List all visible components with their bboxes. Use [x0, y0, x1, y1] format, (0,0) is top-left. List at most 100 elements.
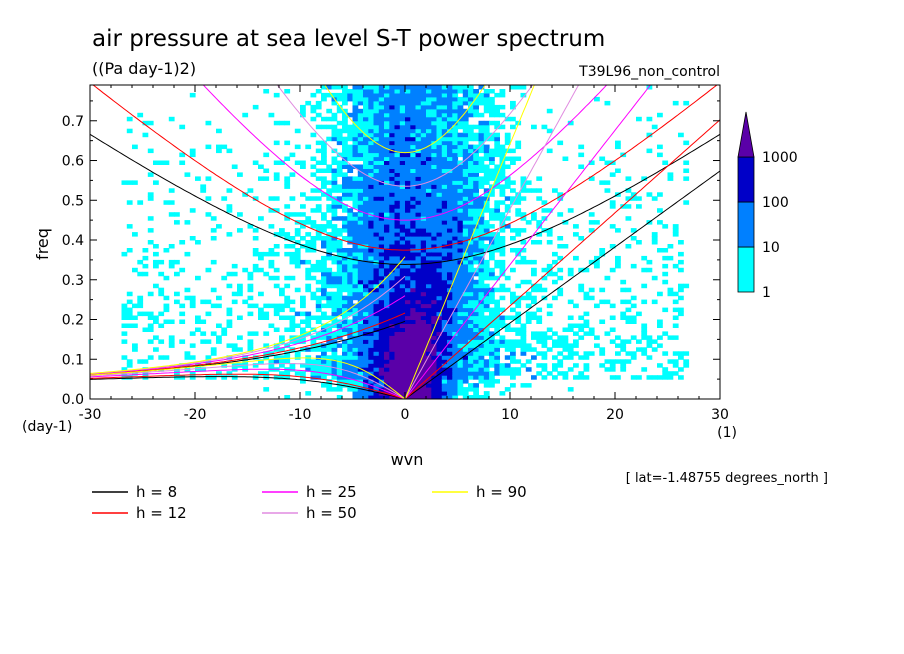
heatmap-cell [399, 172, 406, 177]
heatmap-cell [410, 132, 417, 138]
heatmap-cell [483, 89, 490, 94]
heatmap-cell [447, 148, 453, 154]
heatmap-cell [447, 96, 453, 102]
heatmap-cell [420, 224, 427, 229]
heatmap-cell [405, 128, 411, 134]
heatmap-cell [436, 220, 443, 225]
heatmap-cell [546, 240, 553, 245]
heatmap-cell [300, 192, 306, 197]
heatmap-cell [515, 299, 522, 305]
heatmap-cell [399, 375, 406, 380]
heatmap-cell [363, 216, 369, 221]
heatmap-cell [399, 104, 406, 110]
heatmap-cell [468, 85, 474, 90]
heatmap-cell [336, 371, 343, 376]
heatmap-cell [336, 367, 343, 372]
heatmap-cell [378, 208, 385, 213]
heatmap-cell [405, 347, 411, 352]
heatmap-cell [284, 275, 291, 281]
heatmap-cell [352, 232, 359, 237]
heatmap-cell [436, 283, 443, 289]
heatmap-cell [315, 319, 322, 324]
heatmap-cell [373, 232, 380, 237]
heatmap-cell [557, 359, 564, 364]
heatmap-cell [357, 200, 364, 205]
heatmap-cell [336, 279, 343, 285]
heatmap-cell [672, 335, 679, 340]
heatmap-cell [373, 96, 380, 102]
heatmap-cell [431, 303, 438, 309]
heatmap-cell [662, 263, 669, 269]
heatmap-cell [384, 255, 390, 261]
heatmap-cell [504, 367, 511, 372]
heatmap-cell [310, 172, 317, 177]
heatmap-cell [478, 343, 485, 348]
heatmap-cell [588, 295, 595, 301]
heatmap-cell [415, 176, 422, 181]
heatmap-cell [405, 291, 411, 297]
heatmap-cell [531, 295, 537, 301]
heatmap-cell [436, 188, 443, 193]
heatmap-cell [483, 347, 490, 352]
heatmap-cell [132, 323, 138, 328]
heatmap-cell [378, 363, 385, 368]
heatmap-cell [352, 104, 359, 110]
heatmap-cell [515, 228, 522, 233]
heatmap-cell [237, 172, 243, 177]
heatmap-cell [494, 331, 500, 336]
heatmap-cell [405, 323, 411, 328]
heatmap-cell [368, 367, 375, 372]
heatmap-cell [263, 371, 270, 376]
heatmap-cell [447, 132, 453, 138]
heatmap-cell [399, 128, 406, 134]
heatmap-cell [678, 267, 684, 273]
heatmap-cell [189, 375, 196, 380]
heatmap-cell [399, 263, 406, 269]
heatmap-cell [342, 184, 348, 189]
heatmap-cell [431, 331, 438, 336]
latitude-note: [ lat=-1.48755 degrees_north ] [626, 471, 828, 486]
heatmap-cell [447, 192, 453, 197]
heatmap-cell [499, 248, 506, 253]
heatmap-cell [447, 92, 453, 98]
heatmap-cell [594, 335, 600, 340]
heatmap-cell [226, 188, 233, 193]
heatmap-cell [378, 176, 385, 181]
heatmap-cell [510, 104, 516, 110]
heatmap-cell [410, 395, 417, 399]
heatmap-cell [431, 240, 438, 245]
heatmap-cell [394, 152, 401, 158]
heatmap-cell [410, 311, 417, 317]
heatmap-cell [384, 319, 390, 324]
heatmap-cell [336, 331, 343, 336]
heatmap-cell [342, 327, 348, 332]
heatmap-cell [405, 371, 411, 376]
heatmap-cell [436, 196, 443, 201]
heatmap-cell [515, 196, 522, 201]
heatmap-cell [132, 347, 138, 352]
heatmap-cell [431, 204, 438, 209]
heatmap-cell [483, 96, 490, 102]
heatmap-cell [368, 351, 375, 356]
heatmap-cell [630, 295, 637, 301]
heatmap-cell [441, 140, 448, 146]
heatmap-cell [189, 371, 196, 376]
heatmap-cell [646, 132, 653, 138]
heatmap-cell [342, 144, 348, 150]
heatmap-cell [384, 85, 390, 90]
heatmap-cell [468, 104, 474, 110]
heatmap-cell [672, 291, 679, 297]
heatmap-cell [494, 287, 500, 293]
heatmap-cell [636, 375, 642, 380]
heatmap-cell [384, 271, 390, 277]
heatmap-cell [210, 259, 217, 265]
heatmap-cell [630, 192, 637, 197]
heatmap-cell [378, 216, 385, 221]
legend-label: h = 12 [136, 504, 187, 522]
heatmap-cell [672, 263, 679, 269]
heatmap-cell [504, 132, 511, 138]
heatmap-cell [399, 224, 406, 229]
heatmap-cell [657, 335, 663, 340]
heatmap-cell [321, 263, 327, 269]
heatmap-cell [662, 271, 669, 277]
